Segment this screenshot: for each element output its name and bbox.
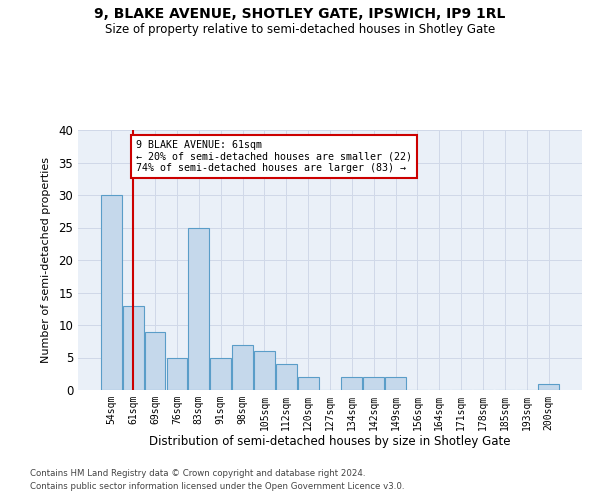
Bar: [364, 377, 384, 390]
Bar: [101, 195, 122, 390]
Bar: [276, 364, 296, 390]
Bar: [188, 228, 209, 390]
Bar: [232, 344, 253, 390]
Bar: [538, 384, 559, 390]
Y-axis label: Number of semi-detached properties: Number of semi-detached properties: [41, 157, 52, 363]
Text: Size of property relative to semi-detached houses in Shotley Gate: Size of property relative to semi-detach…: [105, 22, 495, 36]
Bar: [210, 358, 231, 390]
Text: Distribution of semi-detached houses by size in Shotley Gate: Distribution of semi-detached houses by …: [149, 435, 511, 448]
Text: Contains public sector information licensed under the Open Government Licence v3: Contains public sector information licen…: [30, 482, 404, 491]
Bar: [385, 377, 406, 390]
Bar: [167, 358, 187, 390]
Bar: [254, 351, 275, 390]
Bar: [341, 377, 362, 390]
Bar: [145, 332, 166, 390]
Text: Contains HM Land Registry data © Crown copyright and database right 2024.: Contains HM Land Registry data © Crown c…: [30, 468, 365, 477]
Bar: [298, 377, 319, 390]
Text: 9 BLAKE AVENUE: 61sqm
← 20% of semi-detached houses are smaller (22)
74% of semi: 9 BLAKE AVENUE: 61sqm ← 20% of semi-deta…: [136, 140, 412, 173]
Bar: [123, 306, 143, 390]
Text: 9, BLAKE AVENUE, SHOTLEY GATE, IPSWICH, IP9 1RL: 9, BLAKE AVENUE, SHOTLEY GATE, IPSWICH, …: [94, 8, 506, 22]
